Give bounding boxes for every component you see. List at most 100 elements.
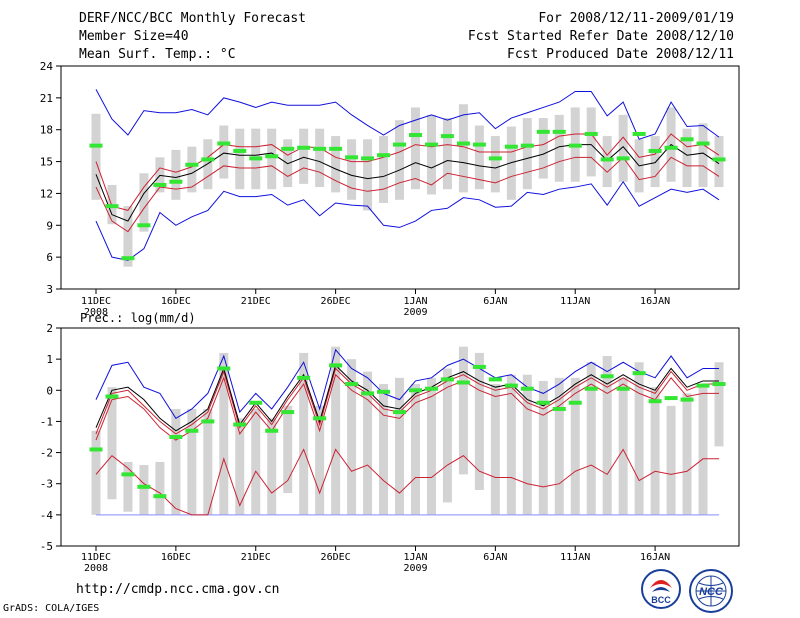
temperature-observed-mark [488, 156, 502, 161]
temperature-box [602, 136, 612, 188]
temperature-xtick-label: 26DEC [321, 296, 351, 307]
temperature-observed-mark [265, 154, 279, 159]
precipitation-box [315, 405, 325, 515]
temperature-box [123, 206, 133, 267]
precipitation-observed-mark [169, 435, 183, 439]
temperature-observed-mark [185, 162, 199, 167]
precipitation-box [267, 418, 277, 515]
temperature-ytick-label: 15 [40, 156, 53, 169]
precipitation-box [442, 368, 452, 503]
precipitation-observed-mark [185, 428, 199, 433]
precipitation-box [363, 371, 373, 515]
precipitation-observed-mark [600, 374, 614, 379]
temperature-xtick-label: 11DEC [81, 296, 111, 307]
temperature-observed-mark [456, 141, 470, 146]
temperature-box [442, 118, 452, 190]
precipitation-box [187, 408, 197, 515]
temperature-observed-mark [504, 144, 518, 149]
temperature-observed-mark [217, 141, 231, 146]
precipitation-observed-mark [536, 400, 550, 405]
precipitation-box [698, 384, 708, 515]
temperature-xtick-label: 16JAN [640, 296, 670, 307]
precipitation-ytick-label: -4 [40, 509, 54, 522]
temperature-observed-mark [520, 143, 534, 148]
temperature-observed-mark [536, 129, 550, 134]
precipitation-observed-mark [664, 396, 678, 401]
precipitation-observed-mark [440, 377, 454, 382]
precipitation-upper_quartile-line [95, 367, 719, 435]
precipitation-box [299, 352, 309, 515]
temperature-ytick-label: 24 [40, 60, 54, 73]
precipitation-observed-mark [201, 419, 215, 424]
temperature-box [410, 107, 420, 190]
source-url[interactable]: http://cmdp.ncc.cma.gov.cn [76, 582, 280, 597]
precipitation-box [426, 377, 436, 515]
precipitation-max-line [95, 348, 719, 419]
precipitation-box [251, 408, 261, 515]
precipitation-observed-mark [361, 391, 375, 396]
temperature-observed-mark [440, 134, 454, 139]
temperature-box [506, 126, 516, 200]
precipitation-xtick-year: 2009 [403, 563, 427, 574]
precipitation-box [283, 405, 293, 494]
precipitation-observed-mark [424, 386, 438, 391]
temperature-box [554, 114, 564, 182]
precipitation-observed-mark [89, 447, 103, 452]
temperature-ytick-label: 21 [40, 92, 53, 105]
precipitation-min-line [95, 448, 719, 516]
ncc-logo-icon: NCC [689, 569, 733, 613]
temperature-box [347, 139, 357, 200]
temperature-frame [60, 65, 740, 290]
temperature-observed-mark [281, 146, 295, 151]
temperature-observed-mark [345, 155, 359, 160]
temperature-max-line [95, 89, 720, 140]
produced-date: Fcst Produced Date 2008/12/11 [507, 47, 734, 62]
precipitation-xtick-label: 6JAN [483, 552, 507, 563]
temperature-box [171, 149, 181, 200]
temperature-box [91, 113, 101, 200]
precipitation-box [618, 377, 628, 515]
variable-label: Mean Surf. Temp.: °C [79, 47, 236, 62]
temperature-observed-mark [408, 133, 422, 138]
precipitation-observed-mark [520, 386, 534, 391]
temperature-box [299, 128, 309, 184]
precipitation-box [714, 362, 724, 447]
precipitation-observed-mark [488, 377, 502, 382]
temperature-observed-mark [361, 156, 375, 161]
precipitation-box [682, 393, 692, 515]
precipitation-observed-mark [297, 375, 311, 380]
precipitation-box [474, 352, 484, 490]
temperature-observed-mark [680, 137, 694, 142]
precipitation-frame [60, 327, 740, 547]
temperature-box [618, 114, 628, 182]
precipitation-observed-mark [137, 484, 151, 489]
precipitation-box [235, 418, 245, 515]
temperature-box [426, 114, 436, 195]
precipitation-ytick-label: -1 [40, 415, 53, 428]
temperature-observed-mark [696, 141, 710, 146]
precipitation-ytick-label: 2 [46, 322, 53, 335]
precipitation-observed-mark [329, 363, 343, 368]
precipitation-observed-mark [504, 383, 518, 388]
temperature-observed-mark [712, 157, 726, 162]
precipitation-observed-mark [552, 406, 566, 411]
chart-title: DERF/NCC/BCC Monthly Forecast [79, 11, 306, 26]
temperature-observed-mark [153, 182, 167, 187]
precipitation-ytick-label: -3 [40, 478, 53, 491]
temperature-box [586, 107, 596, 177]
temperature-xtick-year: 2009 [403, 307, 427, 318]
temperature-observed-mark [297, 145, 311, 150]
precipitation-box [379, 384, 389, 515]
precipitation-box [410, 384, 420, 515]
temperature-ytick-label: 9 [46, 219, 53, 232]
precipitation-observed-mark [616, 386, 630, 391]
precipitation-observed-mark [153, 494, 167, 499]
temperature-box [474, 125, 484, 190]
temperature-box [267, 128, 277, 190]
temperature-observed-mark [201, 157, 215, 162]
temperature-box [458, 104, 468, 193]
precipitation-observed-mark [712, 382, 726, 387]
precipitation-ytick-label: 1 [46, 353, 53, 366]
